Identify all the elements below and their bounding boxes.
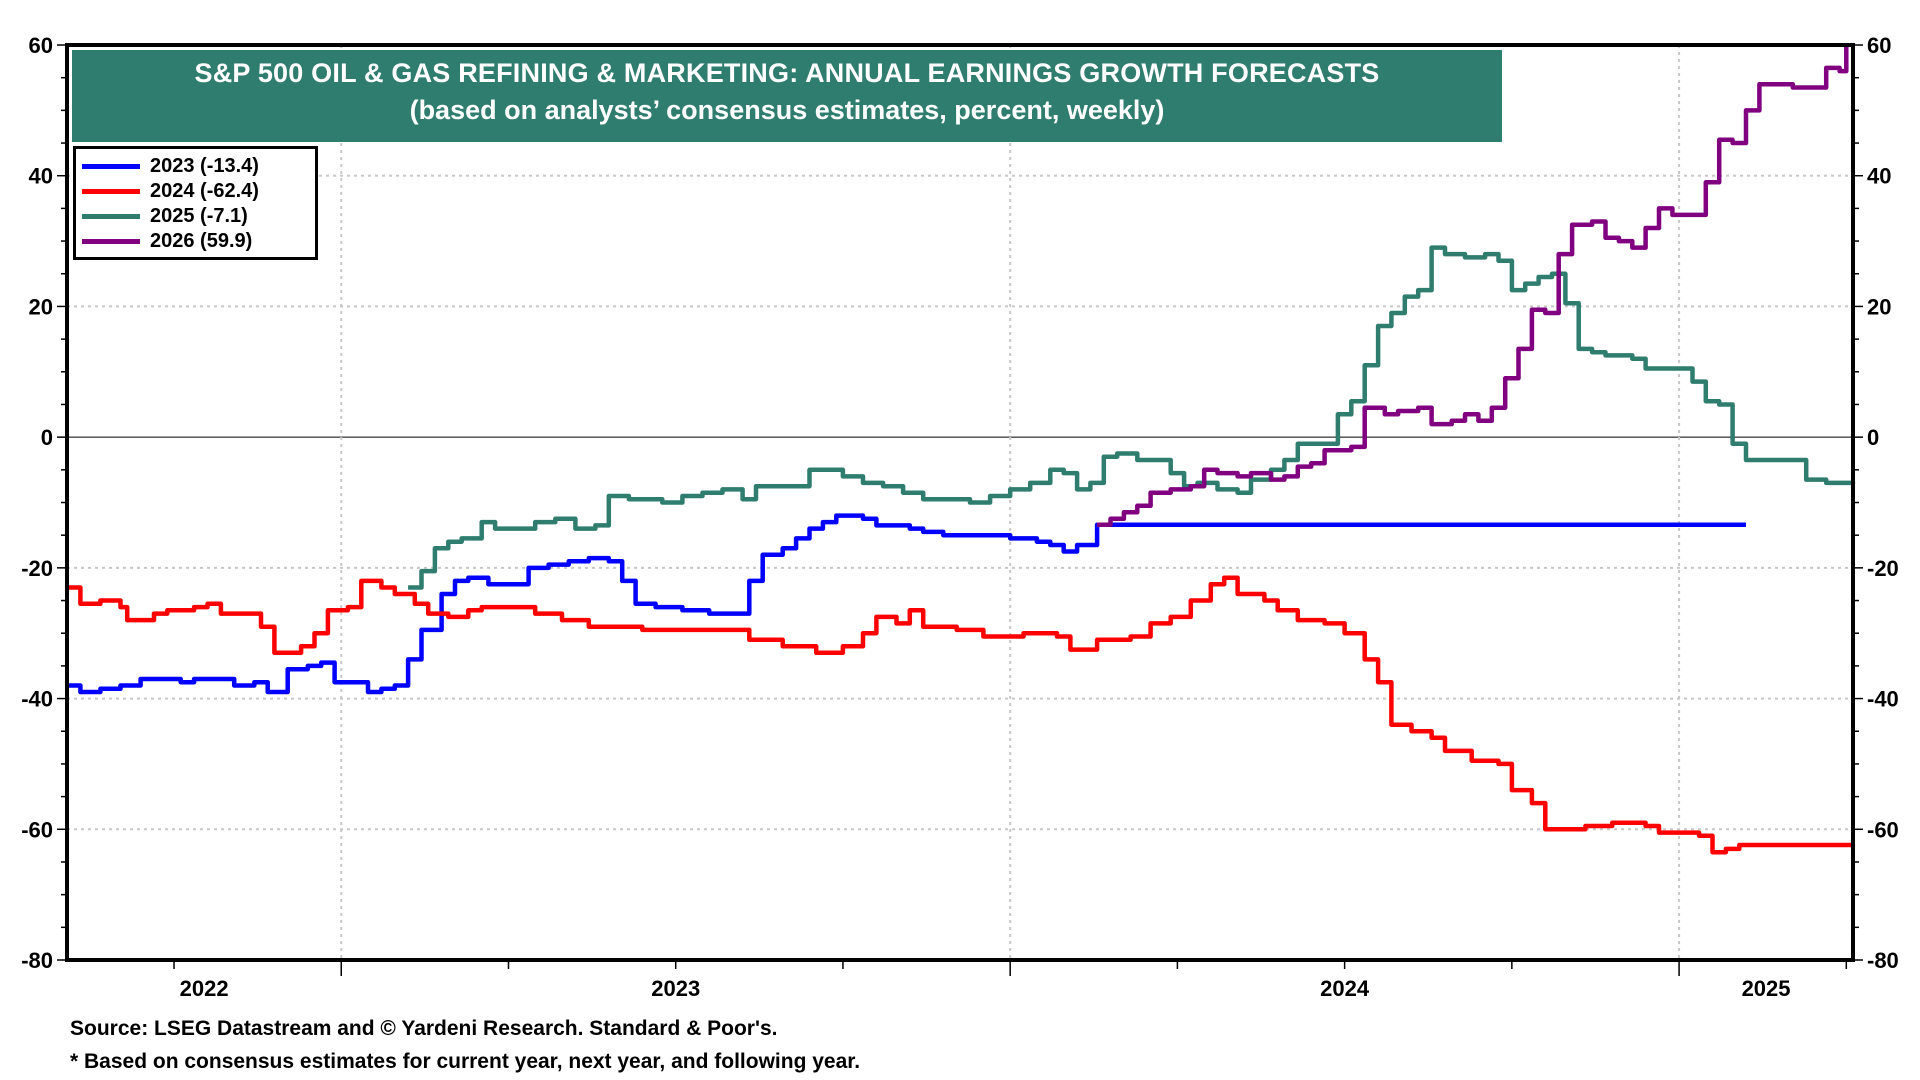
- legend-label-2024: 2024 (-62.4): [150, 180, 259, 202]
- x-tick-label: 2023: [651, 976, 700, 1001]
- y-tick-label-right: 20: [1867, 294, 1891, 319]
- legend-label-2023: 2023 (-13.4): [150, 155, 259, 177]
- y-tick-label-left: 20: [29, 294, 53, 319]
- tick-labels: 60 60 40 40 20 20 0 0 -20 -20 -40 -40 -60 -60 -80 -80 20…: [21, 33, 1899, 1001]
- x-tick-label: 2022: [180, 976, 229, 1001]
- series-line-2024: [67, 575, 1853, 855]
- series-line-2023: [67, 513, 1746, 695]
- x-tick-label: 2024: [1320, 976, 1370, 1001]
- y-tick-label-right: -80: [1867, 948, 1899, 973]
- y-tick-label-left: -20: [21, 556, 53, 581]
- chart-subtitle: (based on analysts’ consensus estimates,…: [409, 95, 1165, 125]
- y-tick-label-right: -20: [1867, 556, 1899, 581]
- axes: [57, 43, 1863, 976]
- series-line-2026: [1097, 45, 1849, 527]
- legend: 2023 (-13.4) 2024 (-62.4) 2025 (-7.1) 20…: [73, 146, 318, 260]
- y-tick-label-right: -40: [1867, 687, 1899, 712]
- source-note: Source: LSEG Datastream and © Yardeni Re…: [70, 1017, 778, 1040]
- grid-lines: [67, 45, 1853, 960]
- y-tick-label-left: 60: [29, 33, 53, 58]
- plot-frame: [65, 43, 1855, 962]
- legend-swatch-2023: [82, 164, 140, 169]
- y-tick-label-left: 40: [29, 164, 53, 189]
- y-tick-label-right: 40: [1867, 164, 1891, 189]
- legend-swatch-2025: [82, 214, 140, 219]
- y-tick-label-left: -80: [21, 948, 53, 973]
- legend-item-2024: 2024 (-62.4): [82, 179, 315, 204]
- legend-item-2023: 2023 (-13.4): [82, 154, 315, 179]
- y-tick-label-left: 0: [41, 425, 53, 450]
- series-line-2025: [408, 245, 1856, 590]
- y-tick-label-left: -60: [21, 817, 53, 842]
- y-tick-label-left: -40: [21, 687, 53, 712]
- footnote: * Based on consensus estimates for curre…: [70, 1050, 861, 1073]
- legend-swatch-2024: [82, 189, 140, 194]
- legend-swatch-2026: [82, 239, 140, 244]
- legend-item-2026: 2026 (59.9): [82, 229, 315, 254]
- legend-label-2025: 2025 (-7.1): [150, 205, 248, 227]
- y-tick-label-right: 0: [1867, 425, 1879, 450]
- legend-label-2026: 2026 (59.9): [150, 230, 253, 252]
- chart-title: S&P 500 OIL & GAS REFINING & MARKETING: …: [194, 58, 1380, 88]
- legend-item-2025: 2025 (-7.1): [82, 204, 315, 229]
- series-layer: [67, 45, 1856, 855]
- chart-title-box: S&P 500 OIL & GAS REFINING & MARKETING: …: [72, 50, 1502, 142]
- y-tick-label-right: -60: [1867, 817, 1899, 842]
- x-tick-label: 2025: [1742, 976, 1791, 1001]
- y-tick-label-right: 60: [1867, 33, 1891, 58]
